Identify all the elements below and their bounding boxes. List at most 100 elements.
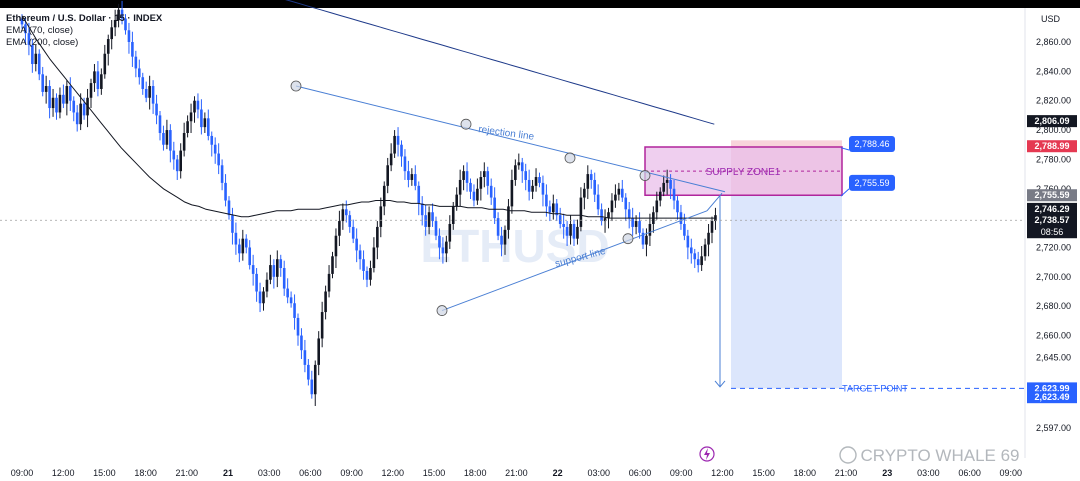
candle-body xyxy=(262,291,265,304)
credit-watermark: CRYPTO WHALE 69 xyxy=(860,446,1019,465)
candle-body xyxy=(345,209,348,216)
touch-point xyxy=(622,233,634,245)
price-label-text: 2,788.99 xyxy=(1034,141,1069,151)
price-label-box xyxy=(1027,140,1077,153)
candle-body xyxy=(196,100,200,110)
candle-body xyxy=(710,221,714,233)
candle-body xyxy=(48,86,51,109)
price-label-box xyxy=(1027,202,1077,215)
lightning-icon-ring[interactable] xyxy=(699,446,715,462)
candle-body xyxy=(676,200,679,213)
candle-body xyxy=(189,112,193,122)
candle-body xyxy=(324,291,327,313)
candle-body xyxy=(703,244,707,257)
candle-body xyxy=(27,33,31,45)
legend-title: Ethereum / U.S. Dollar · 15 · INDEX xyxy=(6,13,163,24)
candle-body xyxy=(420,203,424,216)
price-label-box xyxy=(1027,189,1077,202)
candle-body xyxy=(172,150,176,160)
candle-body xyxy=(658,191,662,201)
candle-body xyxy=(410,174,414,180)
candle-body xyxy=(700,256,703,266)
candle-body xyxy=(562,223,565,227)
y-tick-label: 2,645.00 xyxy=(1036,353,1071,363)
candle-body xyxy=(624,197,628,210)
candle-body xyxy=(282,268,286,289)
candle-body xyxy=(279,259,283,269)
candle-body xyxy=(558,215,562,224)
credit-logo-icon xyxy=(839,446,857,464)
candle-body xyxy=(489,185,493,198)
y-tick-label: 2,800.00 xyxy=(1036,125,1071,135)
x-tick-label: 18:00 xyxy=(794,468,817,478)
candle-body xyxy=(434,221,438,236)
candle-body xyxy=(507,206,510,230)
candle-body xyxy=(341,209,345,222)
x-tick-label: 21:00 xyxy=(835,468,858,478)
candle-body xyxy=(106,39,110,54)
candle-body xyxy=(224,182,227,201)
y-tick-label: 2,840.00 xyxy=(1036,66,1071,76)
candle-body xyxy=(603,218,607,222)
callout-text: 2,755.59 xyxy=(854,178,889,188)
candle-body xyxy=(365,270,369,280)
candle-body xyxy=(607,212,610,219)
candle-body xyxy=(407,171,410,180)
candle-body xyxy=(55,97,58,113)
candle-body xyxy=(96,71,100,89)
x-tick-label: 12:00 xyxy=(711,468,734,478)
candle-body xyxy=(169,130,172,151)
candle-body xyxy=(455,194,458,207)
candle-body xyxy=(213,144,217,154)
candle-body xyxy=(465,171,469,183)
candle-body xyxy=(165,130,169,145)
candle-body xyxy=(203,118,207,128)
x-tick-label: 15:00 xyxy=(752,468,775,478)
rejection-line[interactable] xyxy=(295,85,726,193)
top-bar xyxy=(0,0,1080,8)
candle-body xyxy=(548,206,552,213)
candle-body xyxy=(531,185,534,192)
candle-body xyxy=(527,179,531,192)
support-line[interactable] xyxy=(441,210,708,312)
price-label-box xyxy=(1027,214,1077,239)
candle-body xyxy=(293,303,296,318)
candle-body xyxy=(348,215,352,227)
candle-body xyxy=(638,221,641,233)
candle-body xyxy=(24,24,27,34)
candle-body xyxy=(62,94,65,104)
y-tick-label: 2,760.00 xyxy=(1036,184,1071,194)
candle-body xyxy=(41,74,44,92)
candle-body xyxy=(510,179,514,207)
x-tick-label: 22 xyxy=(553,468,563,478)
legend: Ethereum / U.S. Dollar · 15 · INDEX EMA … xyxy=(6,13,162,49)
candle-body xyxy=(289,297,293,304)
candle-body xyxy=(338,221,341,236)
candle-body xyxy=(610,200,614,213)
candle-body xyxy=(520,162,524,172)
target-label: TARGET POINT xyxy=(842,383,908,393)
candle-body xyxy=(386,165,389,186)
candle-body xyxy=(617,188,621,195)
candle-body xyxy=(372,247,376,269)
candle-body xyxy=(331,256,334,274)
x-tick-label: 06:00 xyxy=(299,468,322,478)
candle-body xyxy=(696,259,700,266)
x-tick-label: 12:00 xyxy=(52,468,75,478)
x-tick-label: 21:00 xyxy=(176,468,199,478)
candle-body xyxy=(641,232,645,245)
candle-body xyxy=(269,265,272,280)
candle-body xyxy=(514,165,517,180)
price-label-text: 2,738.57 xyxy=(1034,215,1069,225)
candle-body xyxy=(693,253,697,260)
lightning-icon[interactable] xyxy=(704,448,710,460)
x-tick-label: 06:00 xyxy=(629,468,652,478)
price-label-text: 2,746.29 xyxy=(1034,204,1069,214)
x-tick-label: 03:00 xyxy=(588,468,611,478)
y-tick-label: 2,860.00 xyxy=(1036,37,1071,47)
candle-body xyxy=(389,153,393,166)
candle-body xyxy=(351,226,355,239)
touch-point xyxy=(460,118,472,130)
